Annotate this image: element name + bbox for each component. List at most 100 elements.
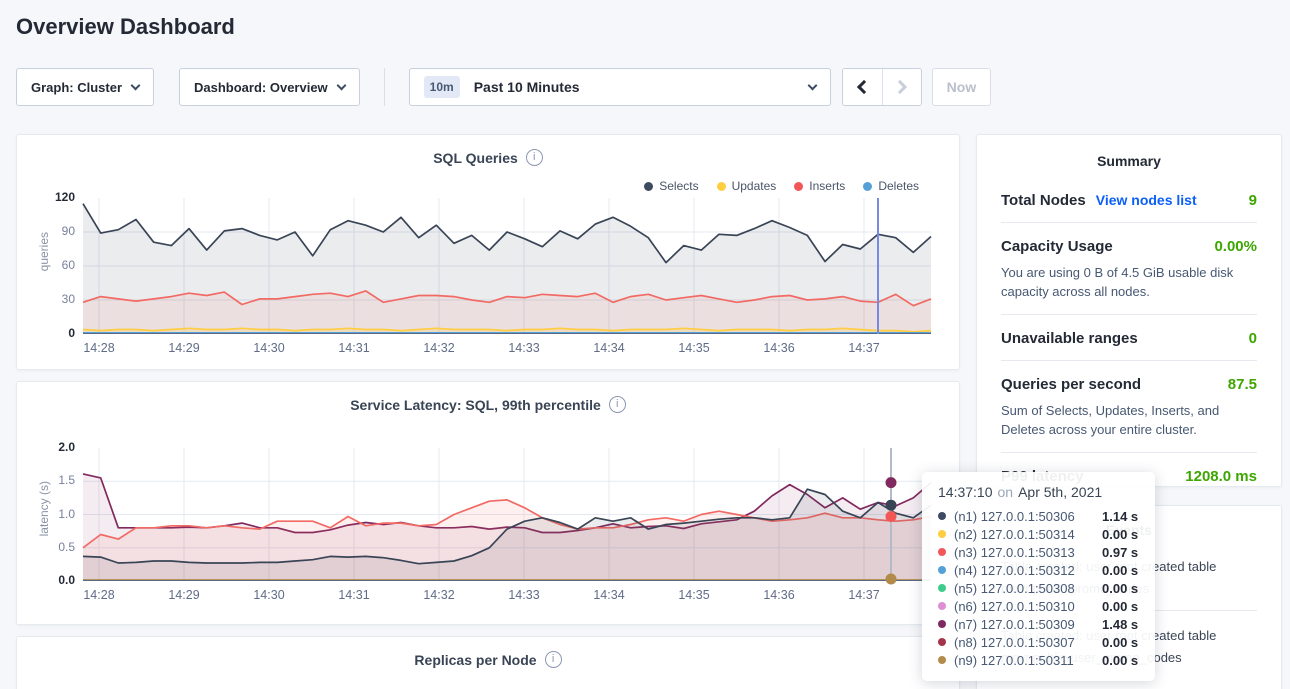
unavailable-ranges-value: 0 — [1248, 330, 1257, 347]
x-tick-label: 14:28 — [83, 588, 115, 602]
time-range-picker[interactable]: 10m Past 10 Minutes — [408, 68, 831, 106]
total-nodes-label: Total Nodes — [1001, 192, 1086, 209]
next-range-button[interactable] — [881, 69, 921, 105]
node-value: 1.48 s — [1102, 616, 1139, 632]
x-tick-label: 14:31 — [338, 341, 370, 355]
node-value: 1.14 s — [1102, 508, 1139, 524]
x-tick-label: 14:30 — [253, 588, 285, 602]
time-range-label: Past 10 Minutes — [473, 79, 580, 95]
tooltip-timestamp: 14:37:10 on Apr 5th, 2021 — [938, 484, 1139, 500]
tooltip-row-n9: (n9) 127.0.0.1:50311 0.00 s — [938, 651, 1139, 669]
prev-range-button[interactable] — [842, 69, 882, 105]
chart-title-row: Replicas per Node i — [17, 651, 959, 668]
chevron-left-icon — [857, 79, 872, 95]
series-dot-icon — [938, 566, 946, 574]
tooltip-on-word: on — [997, 484, 1014, 500]
service-latency-plot-area[interactable] — [82, 448, 932, 585]
tooltip-row-n3: (n3) 127.0.0.1:50313 0.97 s — [938, 543, 1139, 561]
y-tick-label: 2.0 — [58, 440, 75, 454]
y-tick-label: 30 — [61, 292, 75, 306]
replicas-per-node-chart-card: Replicas per Node i — [16, 636, 960, 689]
summary-row-capacity: Capacity Usage 0.00% You are using 0 B o… — [977, 223, 1281, 314]
replicas-per-node-chart-title: Replicas per Node — [414, 651, 537, 668]
page-title: Overview Dashboard — [16, 14, 235, 39]
series-dot-icon — [938, 584, 946, 592]
tooltip-row-n2: (n2) 127.0.0.1:50314 0.00 s — [938, 525, 1139, 543]
node-value: 0.00 s — [1102, 526, 1139, 542]
y-tick-label: 0.5 — [58, 539, 75, 554]
updates-dot-icon — [716, 181, 726, 191]
node-address: (n1) 127.0.0.1:50306 — [954, 508, 1075, 524]
summary-title: Summary — [1097, 153, 1161, 169]
x-tick-label: 14:35 — [678, 341, 710, 355]
x-tick-label: 14:32 — [423, 341, 455, 355]
legend-item-inserts[interactable]: Inserts — [794, 179, 845, 193]
x-tick-label: 14:29 — [168, 588, 200, 602]
view-nodes-link[interactable]: View nodes list — [1095, 192, 1197, 208]
series-dot-icon — [938, 512, 946, 520]
y-tick-label: 1.0 — [58, 506, 75, 521]
node-address: (n6) 127.0.0.1:50310 — [954, 598, 1075, 614]
chevron-down-icon — [807, 80, 818, 90]
node-address: (n5) 127.0.0.1:50308 — [954, 580, 1075, 596]
y-tick-label: 90 — [61, 224, 75, 238]
tooltip-row-n7: (n7) 127.0.0.1:50309 1.48 s — [938, 615, 1139, 633]
chart-title-row: SQL Queries i — [17, 149, 959, 166]
series-dot-icon — [938, 602, 946, 610]
node-address: (n2) 127.0.0.1:50314 — [954, 526, 1075, 542]
chevron-down-icon — [336, 80, 347, 90]
tooltip-row-n6: (n6) 127.0.0.1:50310 0.00 s — [938, 597, 1139, 615]
x-tick-label: 14:32 — [423, 588, 455, 602]
info-icon[interactable]: i — [525, 149, 543, 166]
capacity-usage-value: 0.00% — [1214, 238, 1257, 255]
x-tick-label: 14:37 — [848, 588, 880, 602]
node-address: (n3) 127.0.0.1:50313 — [954, 544, 1075, 560]
y-tick-label: 60 — [61, 258, 75, 272]
dashboard-dropdown-label: Dashboard: Overview — [194, 79, 328, 95]
x-tick-label: 14:36 — [763, 588, 795, 602]
x-tick-label: 14:28 — [83, 341, 115, 355]
tooltip-date: Apr 5th, 2021 — [1018, 484, 1103, 500]
p99-latency-value: 1208.0 ms — [1185, 468, 1257, 485]
tooltip-row-n1: (n1) 127.0.0.1:50306 1.14 s — [938, 507, 1139, 525]
time-range-arrows — [841, 68, 922, 106]
tooltip-row-n8: (n8) 127.0.0.1:50307 0.00 s — [938, 633, 1139, 651]
divider — [1001, 314, 1257, 315]
legend-item-updates[interactable]: Updates — [716, 179, 776, 193]
chart-title-row: Service Latency: SQL, 99th percentile i — [17, 396, 959, 413]
x-tick-label: 14:34 — [593, 588, 625, 602]
queries-per-second-value: 87.5 — [1227, 376, 1257, 393]
now-button[interactable]: Now — [931, 68, 992, 106]
node-address: (n9) 127.0.0.1:50311 — [954, 652, 1074, 668]
x-tick-label: 14:29 — [168, 341, 200, 355]
node-address: (n7) 127.0.0.1:50309 — [954, 616, 1075, 632]
info-icon[interactable]: i — [608, 396, 626, 413]
time-range-badge: 10m — [423, 76, 460, 98]
inserts-dot-icon — [794, 181, 804, 191]
unavailable-ranges-label: Unavailable ranges — [1001, 330, 1138, 347]
x-tick-label: 14:36 — [763, 341, 795, 355]
legend-item-deletes[interactable]: Deletes — [863, 179, 919, 193]
sql-queries-chart-card: SQL Queries i Selects Updates Inserts De… — [16, 134, 960, 370]
legend-item-selects[interactable]: Selects — [644, 179, 699, 193]
info-icon[interactable]: i — [544, 651, 562, 668]
node-value: 0.97 s — [1102, 544, 1139, 560]
x-tick-label: 14:31 — [338, 588, 370, 602]
sql-queries-plot-area[interactable] — [82, 198, 932, 334]
sql-queries-chart-title: SQL Queries — [433, 149, 518, 166]
queries-per-second-label: Queries per second — [1001, 376, 1142, 393]
summary-row-qps: Queries per second 87.5 Sum of Selects, … — [977, 361, 1281, 452]
graph-dropdown[interactable]: Graph: Cluster — [16, 68, 155, 106]
series-dot-icon — [938, 638, 946, 646]
node-value: 0.00 s — [1102, 652, 1139, 668]
dashboard-dropdown[interactable]: Dashboard: Overview — [179, 68, 360, 106]
queries-per-second-subtext: Sum of Selects, Updates, Inserts, and De… — [1001, 403, 1220, 437]
capacity-usage-label: Capacity Usage — [1001, 238, 1113, 255]
service-latency-chart-title: Service Latency: SQL, 99th percentile — [350, 396, 601, 413]
divider — [1001, 360, 1257, 361]
x-tick-label: 14:33 — [508, 588, 540, 602]
total-nodes-value: 9 — [1248, 192, 1257, 209]
divider — [1001, 452, 1257, 453]
graph-dropdown-label: Graph: Cluster — [31, 79, 123, 95]
y-tick-label: 0 — [68, 326, 75, 340]
